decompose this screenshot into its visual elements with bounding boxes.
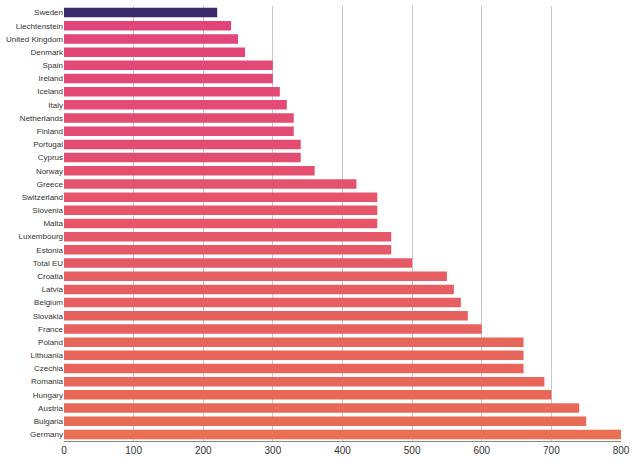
svg-text:Liechtenstein: Liechtenstein xyxy=(16,22,63,31)
svg-text:Finland: Finland xyxy=(37,127,63,136)
svg-text:Poland: Poland xyxy=(38,338,63,347)
svg-text:Slovakia: Slovakia xyxy=(33,312,64,321)
svg-text:Czechia: Czechia xyxy=(34,364,63,373)
svg-text:Cyprus: Cyprus xyxy=(38,153,63,162)
svg-text:Malta: Malta xyxy=(43,219,63,228)
svg-text:400: 400 xyxy=(334,445,351,456)
svg-text:Austria: Austria xyxy=(38,404,63,413)
svg-text:500: 500 xyxy=(404,445,421,456)
svg-text:Sweden: Sweden xyxy=(34,8,63,17)
svg-text:Luxembourg: Luxembourg xyxy=(19,232,63,241)
svg-text:Belgium: Belgium xyxy=(34,298,63,307)
svg-text:Estonia: Estonia xyxy=(36,246,63,255)
svg-text:Total EU: Total EU xyxy=(33,259,63,268)
svg-text:United Kingdom: United Kingdom xyxy=(6,35,63,44)
svg-text:Slovenia: Slovenia xyxy=(32,206,63,215)
svg-text:Portugal: Portugal xyxy=(33,140,63,149)
svg-text:Croatia: Croatia xyxy=(37,272,63,281)
svg-text:Latvia: Latvia xyxy=(42,285,64,294)
svg-text:700: 700 xyxy=(543,445,560,456)
svg-text:0: 0 xyxy=(61,445,67,456)
svg-text:Ireland: Ireland xyxy=(39,74,63,83)
svg-text:300: 300 xyxy=(265,445,282,456)
svg-text:Norway: Norway xyxy=(36,167,63,176)
svg-text:Denmark: Denmark xyxy=(31,48,64,57)
svg-text:Switzerland: Switzerland xyxy=(22,193,63,202)
svg-text:Netherlands: Netherlands xyxy=(20,114,63,123)
svg-text:Spain: Spain xyxy=(43,61,63,70)
svg-text:Italy: Italy xyxy=(48,101,63,110)
svg-text:Lithuania: Lithuania xyxy=(31,351,64,360)
svg-text:Germany: Germany xyxy=(30,430,63,439)
svg-text:800: 800 xyxy=(613,445,630,456)
svg-text:600: 600 xyxy=(473,445,490,456)
svg-text:Greece: Greece xyxy=(37,180,64,189)
svg-text:Hungary: Hungary xyxy=(33,391,63,400)
svg-text:100: 100 xyxy=(125,445,142,456)
svg-text:Romania: Romania xyxy=(31,377,64,386)
svg-text:France: France xyxy=(38,325,63,334)
svg-text:Iceland: Iceland xyxy=(37,87,63,96)
svg-text:Bulgaria: Bulgaria xyxy=(34,417,64,426)
svg-text:200: 200 xyxy=(195,445,212,456)
